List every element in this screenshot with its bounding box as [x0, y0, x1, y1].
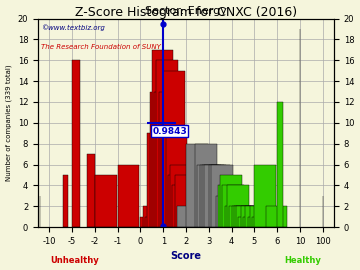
Text: 0.9843: 0.9843 — [152, 127, 187, 136]
Bar — [218, 185, 239, 227]
Bar — [277, 102, 283, 227]
Bar — [255, 164, 276, 227]
Bar — [252, 217, 274, 227]
Bar — [195, 144, 217, 227]
Bar — [202, 164, 224, 227]
Bar — [238, 217, 260, 227]
Bar — [209, 164, 230, 227]
Text: The Research Foundation of SUNY: The Research Foundation of SUNY — [41, 43, 161, 50]
Bar — [197, 164, 219, 227]
Bar — [145, 217, 167, 227]
Bar — [161, 123, 183, 227]
Bar — [241, 206, 262, 227]
Bar — [172, 185, 194, 227]
Bar — [63, 175, 68, 227]
Bar — [72, 60, 80, 227]
Bar — [166, 133, 187, 227]
Bar — [225, 206, 246, 227]
X-axis label: Score: Score — [171, 251, 202, 261]
Bar — [170, 164, 192, 227]
Bar — [227, 185, 249, 227]
Bar — [243, 217, 265, 227]
Bar — [229, 206, 251, 227]
Bar — [87, 154, 95, 227]
Bar — [147, 133, 169, 227]
Bar — [186, 144, 208, 227]
Text: Healthy: Healthy — [284, 255, 321, 265]
Text: Unhealthy: Unhealthy — [50, 255, 99, 265]
Bar — [163, 71, 185, 227]
Bar — [234, 206, 256, 227]
Bar — [236, 206, 258, 227]
Bar — [159, 92, 180, 227]
Text: Sector: Energy: Sector: Energy — [145, 6, 227, 16]
Bar — [245, 206, 267, 227]
Bar — [118, 164, 139, 227]
Bar — [140, 217, 162, 227]
Bar — [231, 206, 253, 227]
Bar — [200, 164, 221, 227]
Bar — [175, 175, 196, 227]
Text: ©www.textbiz.org: ©www.textbiz.org — [41, 25, 105, 32]
Bar — [222, 185, 244, 227]
Bar — [149, 92, 171, 227]
Bar — [204, 164, 226, 227]
Bar — [211, 164, 233, 227]
Bar — [152, 50, 174, 227]
Y-axis label: Number of companies (339 total): Number of companies (339 total) — [5, 65, 12, 181]
Bar — [266, 206, 287, 227]
Bar — [250, 206, 271, 227]
Bar — [220, 175, 242, 227]
Title: Z-Score Histogram for CNXC (2016): Z-Score Histogram for CNXC (2016) — [75, 6, 297, 19]
Bar — [168, 175, 189, 227]
Bar — [156, 60, 178, 227]
Bar — [95, 175, 117, 227]
Bar — [248, 217, 269, 227]
Bar — [154, 92, 176, 227]
Bar — [177, 206, 199, 227]
Bar — [216, 196, 237, 227]
Bar — [143, 206, 165, 227]
